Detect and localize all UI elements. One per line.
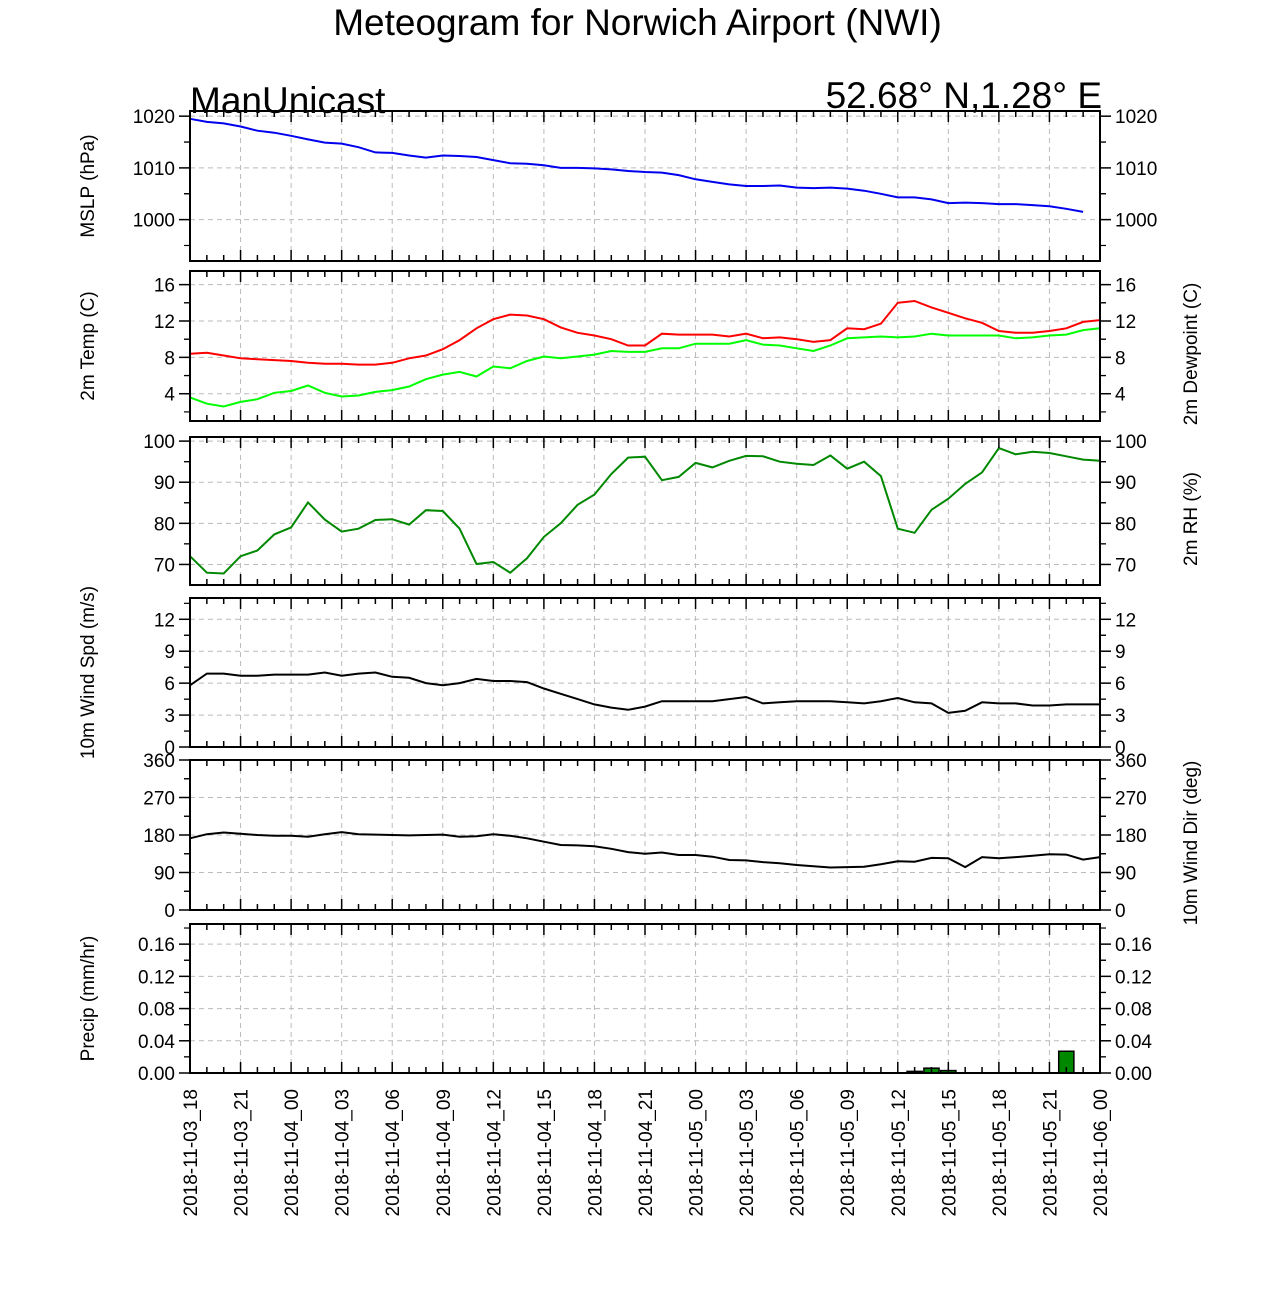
y-tick-label: 1020 <box>1115 107 1157 128</box>
y-tick-label: 1000 <box>133 211 175 232</box>
y-tick-label: 0.08 <box>1115 1000 1152 1021</box>
y-tick-label: 0.00 <box>1115 1064 1152 1085</box>
x-tick-label: 2018-11-04_15 <box>535 1089 556 1216</box>
y-tick-label: 0 <box>1115 738 1126 759</box>
y-tick-label: 12 <box>1115 610 1136 631</box>
y-tick-label: 6 <box>164 674 175 695</box>
x-tick-label: 2018-11-05_21 <box>1040 1089 1061 1216</box>
y-tick-label: 0.04 <box>1115 1032 1152 1053</box>
x-tick-label: 2018-11-04_06 <box>383 1089 404 1216</box>
y-tick-label: 100 <box>143 432 175 453</box>
y-tick-label: 0.12 <box>1115 967 1152 988</box>
y-tick-label: 80 <box>1115 514 1136 535</box>
y-axis-title-left: MSLP (hPa) <box>78 134 99 237</box>
y-tick-label: 0.04 <box>138 1032 175 1053</box>
y-tick-label: 16 <box>1115 276 1136 297</box>
y-tick-label: 0.16 <box>138 935 175 956</box>
y-tick-label: 1010 <box>133 159 175 180</box>
model-label: ManUnicast <box>190 80 386 121</box>
series-line-0-0 <box>189 117 1084 213</box>
y-tick-label: 4 <box>164 385 175 406</box>
x-tick-label: 2018-11-04_12 <box>484 1089 505 1216</box>
x-tick-label: 2018-11-03_21 <box>232 1089 253 1216</box>
y-tick-label: 70 <box>154 555 175 576</box>
y-tick-label: 3 <box>1115 706 1126 727</box>
series-line-2-0 <box>189 446 1101 575</box>
y-axis-title-right: 2m RH (%) <box>1181 472 1202 566</box>
y-tick-label: 0 <box>1115 901 1126 922</box>
y-tick-label: 16 <box>154 276 175 297</box>
y-axis-title-right: 10m Wind Dir (deg) <box>1181 761 1202 926</box>
x-tick-label: 2018-11-05_09 <box>838 1089 859 1216</box>
y-tick-label: 8 <box>1115 348 1126 369</box>
y-tick-label: 70 <box>1115 555 1136 576</box>
series-line-1-1 <box>189 327 1101 408</box>
y-tick-label: 8 <box>164 348 175 369</box>
x-tick-label: 2018-11-04_09 <box>434 1089 455 1216</box>
y-tick-label: 90 <box>154 473 175 494</box>
y-tick-label: 100 <box>1115 432 1147 453</box>
series-line-4-0 <box>189 831 1101 869</box>
y-tick-label: 180 <box>1115 826 1147 847</box>
y-tick-label: 0.08 <box>138 1000 175 1021</box>
y-tick-label: 360 <box>143 751 175 772</box>
x-tick-label: 2018-11-05_03 <box>737 1089 758 1216</box>
x-tick-label: 2018-11-05_12 <box>889 1089 910 1216</box>
y-tick-label: 0.12 <box>138 967 175 988</box>
x-tick-label: 2018-11-05_06 <box>788 1089 809 1216</box>
y-axis-title-left: 10m Wind Spd (m/s) <box>78 586 99 759</box>
y-tick-label: 270 <box>1115 789 1147 810</box>
page-title: Meteogram for Norwich Airport (NWI) <box>333 2 942 43</box>
y-axis-title-right: 2m Dewpoint (C) <box>1181 283 1202 426</box>
y-tick-label: 4 <box>1115 385 1126 406</box>
y-tick-label: 0 <box>164 901 175 922</box>
series-line-1-0 <box>189 299 1101 366</box>
y-tick-label: 180 <box>143 826 175 847</box>
y-tick-label: 1020 <box>133 107 175 128</box>
x-tick-label: 2018-11-04_21 <box>636 1089 657 1216</box>
y-tick-label: 360 <box>1115 751 1147 772</box>
y-tick-label: 0 <box>164 738 175 759</box>
y-tick-label: 6 <box>1115 674 1126 695</box>
y-tick-label: 90 <box>1115 473 1136 494</box>
x-tick-label: 2018-11-04_00 <box>282 1089 303 1216</box>
y-tick-label: 1010 <box>1115 159 1157 180</box>
y-tick-label: 1000 <box>1115 211 1157 232</box>
y-tick-label: 80 <box>154 514 175 535</box>
x-tick-label: 2018-11-06_00 <box>1091 1089 1112 1216</box>
y-tick-label: 12 <box>154 312 175 333</box>
x-tick-label: 2018-11-04_18 <box>585 1089 606 1216</box>
y-tick-label: 0.16 <box>1115 935 1152 956</box>
y-tick-label: 3 <box>164 706 175 727</box>
y-axis-title-left: 2m Temp (C) <box>78 291 99 400</box>
y-axis-title-left: Precip (mm/hr) <box>78 936 99 1062</box>
y-tick-label: 270 <box>143 789 175 810</box>
x-tick-label: 2018-11-05_15 <box>939 1089 960 1216</box>
y-tick-label: 9 <box>164 642 175 663</box>
x-tick-label: 2018-11-05_00 <box>687 1089 708 1216</box>
x-tick-label: 2018-11-05_18 <box>990 1089 1011 1216</box>
y-tick-label: 12 <box>154 610 175 631</box>
x-tick-label: 2018-11-03_18 <box>181 1089 202 1216</box>
y-tick-label: 0.00 <box>138 1064 175 1085</box>
location-label: 52.68° N,1.28° E <box>825 75 1102 116</box>
y-tick-label: 90 <box>154 864 175 885</box>
y-tick-label: 9 <box>1115 642 1126 663</box>
y-tick-label: 12 <box>1115 312 1136 333</box>
x-tick-label: 2018-11-04_03 <box>333 1089 354 1216</box>
y-tick-label: 90 <box>1115 864 1136 885</box>
series-line-3-0 <box>189 671 1100 714</box>
